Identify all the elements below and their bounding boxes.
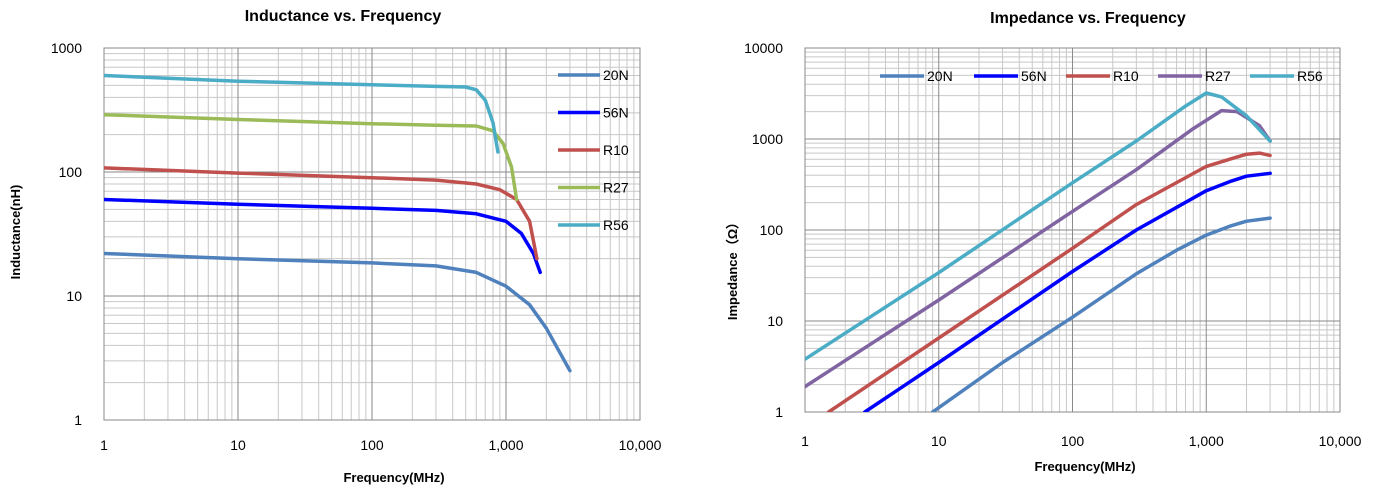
legend-item-20n: 20N — [880, 68, 953, 84]
series-line-20n — [104, 251, 572, 373]
plot-area — [103, 47, 641, 421]
x-tick-label: 1,000 — [1189, 433, 1224, 449]
chart-2: 1 10 100 1,000 10,000 1 10 100 1000 10000 Impedanc… — [725, 10, 1362, 474]
x-axis-title: Frequency(MHz) — [343, 470, 444, 485]
y-axis-title: Inductance(nH) — [8, 185, 23, 280]
series-lines — [805, 91, 1272, 412]
y-tick-label: 10 — [66, 288, 82, 304]
x-tick-label: 10,000 — [1319, 433, 1362, 449]
y-tick-label: 1000 — [752, 131, 783, 147]
series-line-r56 — [805, 91, 1272, 361]
x-tick-label: 1 — [801, 433, 809, 449]
legend-item-r10: R10 — [558, 142, 629, 158]
x-tick-label: 10,000 — [619, 437, 662, 453]
series-line-r10 — [104, 166, 539, 261]
x-tick-label: 1,000 — [488, 437, 523, 453]
y-tick-label: 10 — [767, 313, 783, 329]
series-line-r10 — [826, 151, 1272, 412]
series-line-r27 — [104, 112, 519, 202]
x-tick-label: 100 — [360, 437, 384, 453]
y-tick-label: 100 — [59, 164, 83, 180]
legend-item-r27: R27 — [558, 180, 629, 196]
legend-item-r10: R10 — [1066, 68, 1139, 84]
legend-label: R56 — [603, 217, 629, 233]
legend-item-r56: R56 — [1250, 68, 1323, 84]
legend-label: 20N — [927, 68, 953, 84]
legend-item-20n: 20N — [558, 67, 629, 83]
legend-label: 56N — [1021, 68, 1047, 84]
series-lines — [104, 73, 572, 373]
legend-label: 20N — [603, 67, 629, 83]
y-tick-label: 100 — [760, 222, 784, 238]
legend: 20N 56N R10 R27 R56 — [880, 68, 1323, 84]
y-tick-label: 10000 — [744, 40, 783, 56]
chart-title: Inductance vs. Frequency — [245, 8, 442, 25]
y-tick-label: 1 — [775, 404, 783, 420]
legend-item-56n: 56N — [974, 68, 1047, 84]
series-line-20n — [930, 216, 1272, 412]
series-line-r56 — [104, 73, 500, 154]
legend-item-r27: R27 — [1158, 68, 1231, 84]
chart-title: Impedance vs. Frequency — [990, 10, 1186, 27]
legend-label: R10 — [603, 142, 629, 158]
chart-1: 1 10 100 1,000 10,000 1 10 100 1000 Inductance vs… — [8, 8, 662, 485]
legend-label: R56 — [1297, 68, 1323, 84]
y-tick-label: 1000 — [51, 40, 82, 56]
y-tick-label: 1 — [74, 412, 82, 428]
legend-label: R27 — [603, 180, 629, 196]
x-tick-label: 1 — [100, 437, 108, 453]
x-tick-label: 10 — [230, 437, 246, 453]
x-axis-title: Frequency(MHz) — [1034, 459, 1135, 474]
legend-label: R27 — [1205, 68, 1231, 84]
legend-label: 56N — [603, 105, 629, 121]
x-tick-label: 10 — [931, 433, 947, 449]
x-tick-label: 100 — [1061, 433, 1085, 449]
legend-item-r56: R56 — [558, 217, 629, 233]
series-line-56n — [104, 197, 542, 275]
legend-label: R10 — [1113, 68, 1139, 84]
legend-item-56n: 56N — [558, 105, 629, 121]
legend: 20N 56N R10 R27 R56 — [558, 67, 629, 233]
y-axis-title: Impedance（Ω） — [725, 216, 740, 320]
series-line-56n — [863, 171, 1272, 412]
plot-area — [804, 47, 1341, 413]
